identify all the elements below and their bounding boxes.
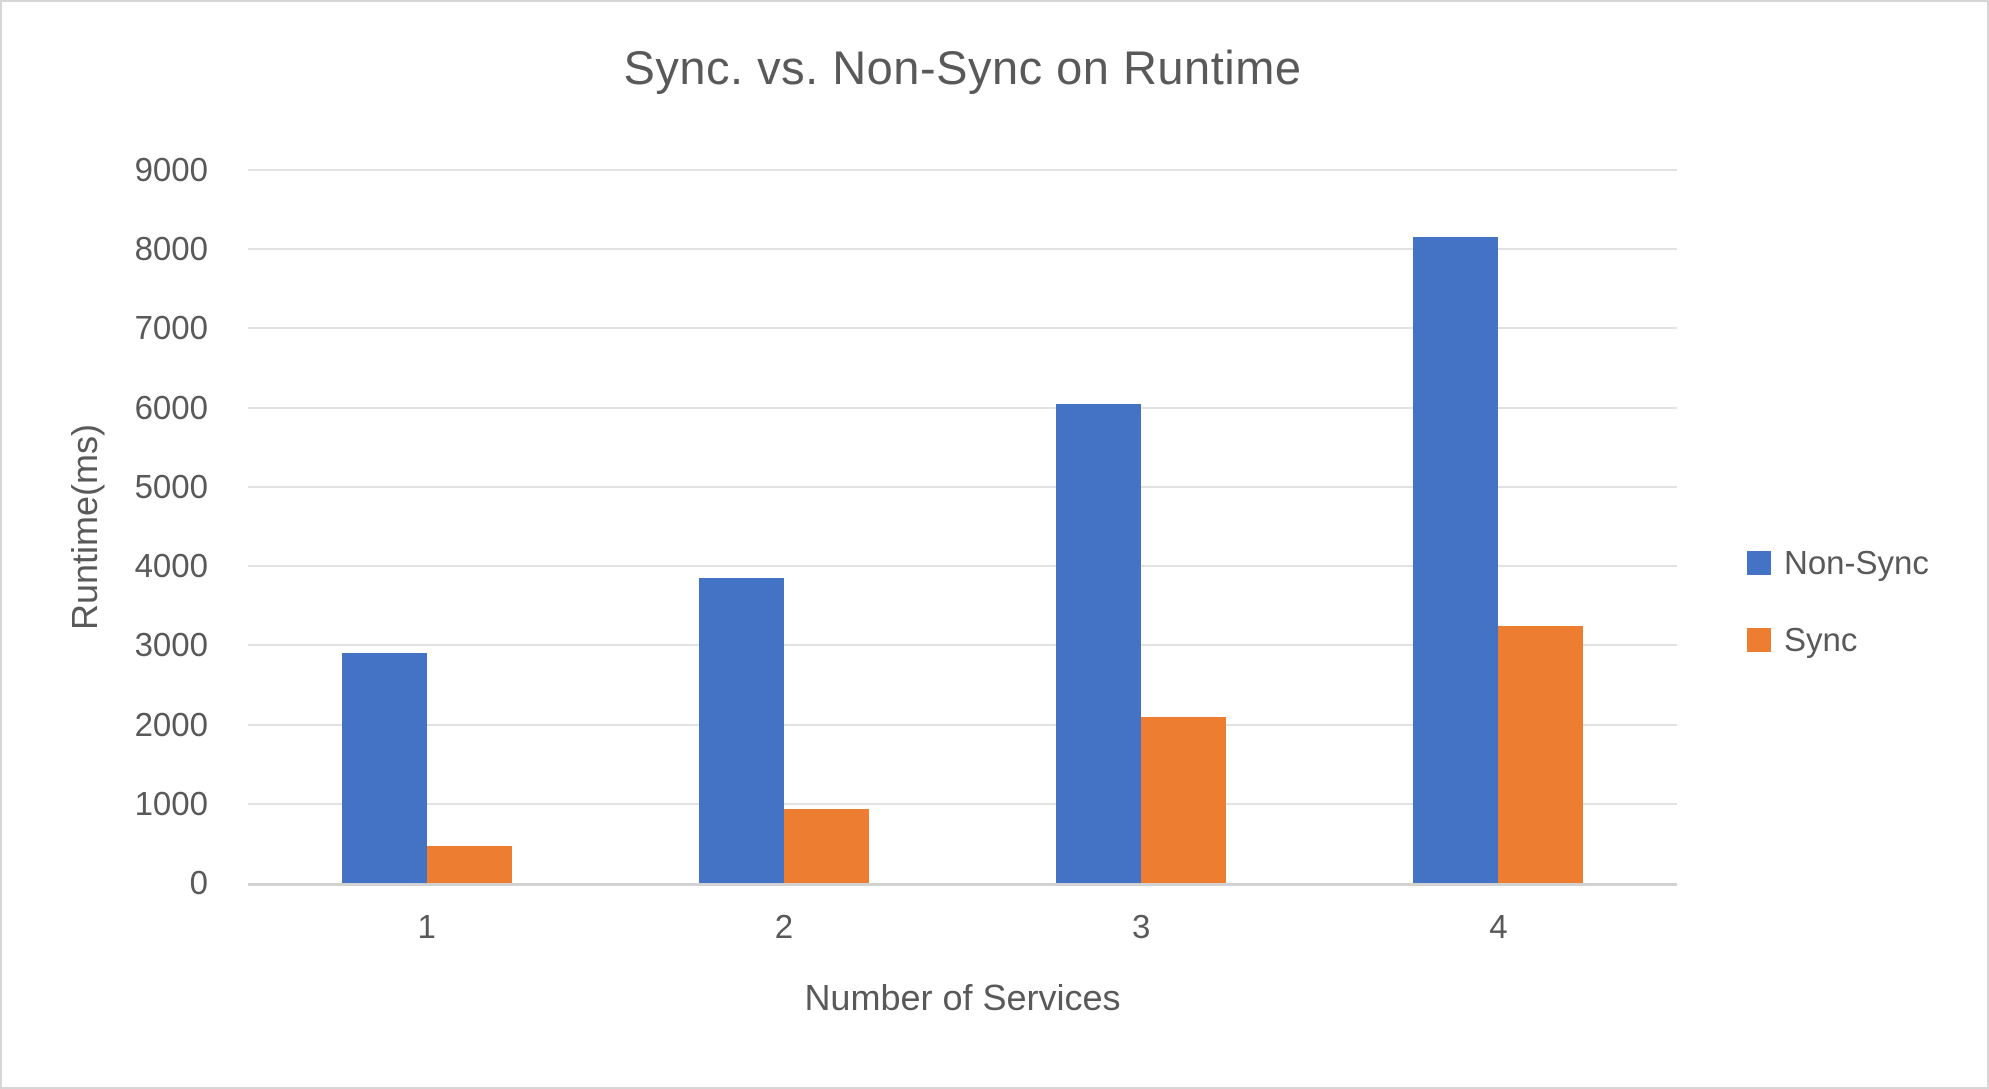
bar-sync-1 xyxy=(426,845,512,883)
y-axis-title: Runtime(ms) xyxy=(64,423,105,631)
x-tick-label: 2 xyxy=(774,908,794,945)
x-axis-title: Number of Services xyxy=(804,977,1121,1018)
gridline xyxy=(248,169,1677,171)
y-tick-label: 0 xyxy=(189,864,208,901)
bar-non-sync-3 xyxy=(1056,403,1142,883)
legend-label: Sync xyxy=(1784,621,1858,658)
legend: Non-Sync Sync xyxy=(1747,544,1929,700)
bar-sync-3 xyxy=(1141,716,1227,883)
bar-sync-2 xyxy=(783,809,869,883)
y-tick-label: 9000 xyxy=(134,151,208,188)
bar-non-sync-4 xyxy=(1413,237,1499,883)
x-tick-label: 4 xyxy=(1489,908,1508,945)
y-tick-label: 6000 xyxy=(134,388,208,426)
y-tick-label: 8000 xyxy=(134,230,208,268)
gridline xyxy=(248,406,1677,409)
legend-swatch-sync xyxy=(1747,628,1771,652)
x-tick-label: 1 xyxy=(417,908,436,945)
chart-title: Sync. vs. Non-Sync on Runtime xyxy=(623,41,1302,94)
y-tick-label: 7000 xyxy=(134,309,208,347)
bar-non-sync-2 xyxy=(698,578,784,883)
y-tick-label: 2000 xyxy=(134,705,208,743)
legend-item-non-sync: Non-Sync xyxy=(1747,544,1929,581)
plot-area xyxy=(248,169,1677,886)
legend-label: Non-Sync xyxy=(1784,544,1929,581)
gridline xyxy=(248,644,1677,647)
gridline xyxy=(248,248,1677,251)
y-tick-label: 1000 xyxy=(134,784,208,822)
y-tick-label: 5000 xyxy=(134,467,208,505)
bar-sync-4 xyxy=(1498,625,1584,883)
y-tick-label: 3000 xyxy=(134,626,208,664)
bar-non-sync-1 xyxy=(341,653,427,883)
gridline xyxy=(248,802,1677,805)
x-axis-line xyxy=(248,883,1677,886)
x-tick-label: 3 xyxy=(1131,908,1151,945)
legend-item-sync: Sync xyxy=(1747,621,1929,658)
gridline xyxy=(248,565,1677,568)
gridline xyxy=(248,327,1677,330)
legend-swatch-non-sync xyxy=(1747,551,1771,575)
y-tick-label: 4000 xyxy=(134,547,208,585)
gridline xyxy=(248,723,1677,726)
gridline xyxy=(248,485,1677,488)
